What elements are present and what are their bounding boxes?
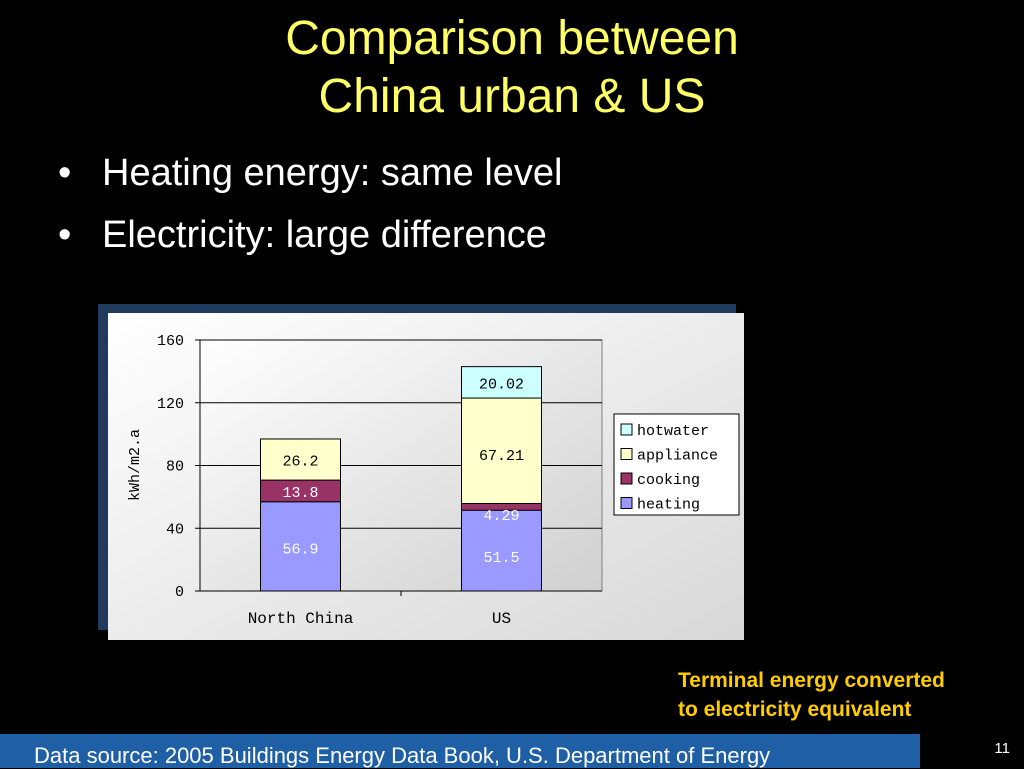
y-tick-label: 160 (157, 333, 184, 350)
bar-segment-heating (461, 509, 542, 592)
x-tick-label: US (492, 610, 511, 628)
stacked-bar-chart: 56.9 13.8 26.2 51.5 4.29 67.21 20.02 0 40 80 120 1… (108, 313, 744, 640)
y-axis-label: kWh/m2.a (127, 429, 144, 501)
legend-label: hotwater (637, 423, 709, 440)
legend-swatch-hotwater (620, 423, 633, 436)
legend: hotwater appliance cooking heating (613, 413, 740, 516)
y-tick-label: 80 (166, 459, 184, 476)
legend-swatch-appliance (620, 448, 633, 460)
bar-segment-hotwater (461, 366, 542, 399)
data-label: 20.02 (479, 376, 524, 393)
data-label: 4.29 (483, 508, 519, 525)
footer-bar: Data source: 2005 Buildings Energy Data … (0, 734, 920, 768)
axes: 0 40 80 120 160 North China US (157, 333, 602, 628)
y-tick-label: 40 (166, 521, 184, 538)
data-label: 26.2 (282, 454, 318, 471)
note-line-1: Terminal energy converted (678, 669, 945, 692)
legend-swatch-heating (620, 497, 633, 509)
bars: 56.9 13.8 26.2 51.5 4.29 67.21 20.02 (260, 366, 542, 592)
bullet-list: • Heating energy: same level • Electricity… (58, 152, 562, 276)
legend-label: heating (637, 497, 700, 514)
annotation-note: Terminal energy converted to electricity… (678, 666, 945, 724)
bar-segment-appliance (461, 397, 542, 504)
bullet-dot: • (58, 152, 72, 194)
data-label: 67.21 (479, 448, 524, 465)
note-line-2: to electricity equivalent (678, 698, 912, 721)
bullet-text: Heating energy: same level (102, 152, 563, 194)
data-label: 51.5 (483, 550, 519, 567)
slide-title: Comparison between China urban & US (0, 10, 1024, 126)
page-number: 11 (994, 740, 1010, 757)
bullet-item: • Electricity: large difference (58, 214, 562, 256)
legend-swatch-cooking (620, 472, 633, 485)
data-label: 13.8 (282, 485, 318, 502)
legend-box (613, 413, 740, 516)
footer-source: Data source: 2005 Buildings Energy Data … (34, 743, 771, 768)
x-tick-label: North China (248, 610, 354, 628)
chart-container: 56.9 13.8 26.2 51.5 4.29 67.21 20.02 0 40 80 120 1… (108, 313, 744, 640)
bullet-text: Electricity: large difference (102, 214, 547, 256)
y-tick-label: 120 (157, 396, 184, 413)
legend-label: appliance (637, 448, 718, 465)
title-line-2: China urban & US (318, 70, 706, 123)
bar-segment-heating (260, 501, 341, 592)
y-tick-label: 0 (175, 584, 184, 601)
bullet-dot: • (58, 214, 72, 256)
data-label: 56.9 (282, 542, 318, 559)
bar-segment-appliance (260, 438, 341, 481)
legend-label: cooking (637, 472, 700, 489)
bullet-item: • Heating energy: same level (58, 152, 562, 194)
title-line-1: Comparison between (285, 12, 739, 65)
